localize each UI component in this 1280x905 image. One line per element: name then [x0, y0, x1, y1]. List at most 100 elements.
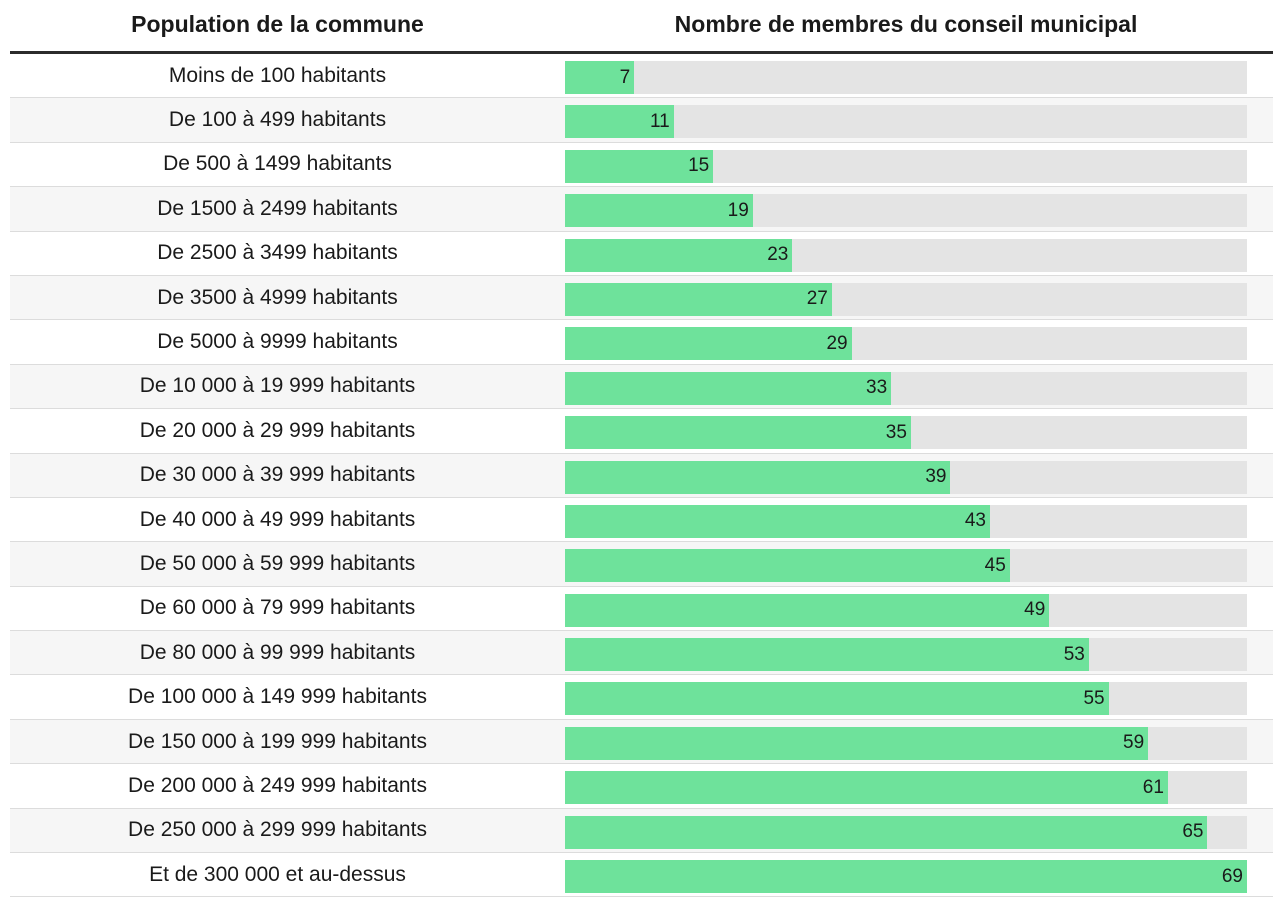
table-row: Et de 300 000 et au-dessus 69 [10, 853, 1273, 898]
population-label: De 10 000 à 19 999 habitants [139, 374, 416, 398]
bar-track: 43 [565, 504, 1247, 538]
bar-track: 19 [565, 194, 1247, 228]
bar: 11 [565, 105, 674, 139]
bar-value-label: 45 [984, 554, 1006, 576]
bar-track: 39 [565, 460, 1247, 494]
population-label: De 100 à 499 habitants [168, 108, 387, 132]
bar-track: 7 [565, 61, 1247, 94]
bar-value-label: 65 [1182, 821, 1204, 843]
table-row: De 30 000 à 39 999 habitants 39 [10, 453, 1273, 498]
population-label: Moins de 100 habitants [168, 63, 387, 87]
bar-track: 49 [565, 593, 1247, 627]
bar: 29 [565, 327, 852, 361]
population-label: De 40 000 à 49 999 habitants [139, 507, 416, 531]
bar-track: 11 [565, 105, 1247, 139]
table-row: Moins de 100 habitants 7 [10, 54, 1273, 99]
table-row: De 250 000 à 299 999 habitants 65 [10, 808, 1273, 854]
bar-value-label: 11 [649, 110, 670, 132]
bar-value-label: 33 [866, 377, 888, 399]
bar: 19 [565, 194, 753, 228]
bar-value-label: 19 [727, 199, 749, 221]
bar-track: 55 [565, 682, 1247, 716]
bar-track: 23 [565, 238, 1247, 272]
population-column-header: Population de la commune [131, 11, 424, 37]
bar-value-label: 55 [1083, 687, 1105, 709]
table-row: De 20 000 à 29 999 habitants 35 [10, 409, 1273, 454]
bar: 59 [565, 726, 1149, 760]
bar: 49 [565, 593, 1050, 627]
population-label: De 2500 à 3499 habitants [157, 241, 398, 265]
population-label: De 200 000 à 249 999 habitants [128, 773, 427, 797]
population-label: De 20 000 à 29 999 habitants [139, 418, 416, 442]
population-label: De 50 000 à 59 999 habitants [139, 551, 416, 575]
table-row: De 2500 à 3499 habitants 23 [10, 231, 1273, 276]
bar: 15 [565, 149, 714, 183]
table-header: Population de la commune Nombre de membr… [10, 0, 1273, 54]
table-row: De 100 à 499 habitants 11 [10, 98, 1273, 143]
bar-track: 15 [565, 149, 1247, 183]
population-label: De 500 à 1499 habitants [163, 152, 392, 176]
bar: 53 [565, 638, 1089, 672]
bar: 27 [565, 282, 832, 316]
bar: 65 [565, 815, 1208, 849]
table-row: De 150 000 à 199 999 habitants 59 [10, 719, 1273, 765]
bar-track: 35 [565, 416, 1247, 450]
bar-value-label: 49 [1024, 599, 1046, 621]
bar: 69 [565, 860, 1247, 894]
bar: 35 [565, 416, 911, 450]
council-members-column-header: Nombre de membres du conseil municipal [674, 11, 1138, 37]
bar-track: 69 [565, 860, 1247, 894]
table-row: De 40 000 à 49 999 habitants 43 [10, 497, 1273, 543]
bar-value-label: 69 [1221, 865, 1243, 887]
bar-track: 59 [565, 726, 1247, 760]
table-row: De 1500 à 2499 habitants 19 [10, 187, 1273, 232]
bar: 61 [565, 771, 1168, 805]
council-table: Population de la commune Nombre de membr… [10, 0, 1273, 898]
table-row: De 3500 à 4999 habitants 27 [10, 275, 1273, 321]
bar: 45 [565, 549, 1010, 583]
population-label: De 80 000 à 99 999 habitants [139, 640, 416, 664]
population-label: De 100 000 à 149 999 habitants [128, 685, 427, 709]
bar-track: 29 [565, 327, 1247, 361]
table-row: De 200 000 à 249 999 habitants 61 [10, 764, 1273, 809]
bar: 33 [565, 371, 892, 405]
bar-value-label: 59 [1123, 732, 1145, 754]
bar: 55 [565, 682, 1109, 716]
population-label: De 1500 à 2499 habitants [157, 196, 398, 220]
bar-value-label: 43 [964, 510, 986, 532]
population-label: De 5000 à 9999 habitants [157, 330, 398, 354]
bar-track: 53 [565, 638, 1247, 672]
bar-value-label: 15 [688, 155, 710, 177]
population-label: Et de 300 000 et au-dessus [149, 862, 406, 886]
population-label: De 3500 à 4999 habitants [157, 285, 398, 309]
bar-value-label: 61 [1142, 776, 1164, 798]
bar: 39 [565, 460, 951, 494]
bar-track: 27 [565, 282, 1247, 316]
bar-value-label: 29 [826, 332, 848, 354]
bar-value-label: 39 [925, 466, 947, 488]
bar: 7 [565, 61, 635, 94]
population-label: De 250 000 à 299 999 habitants [128, 818, 427, 842]
bar-value-label: 53 [1063, 643, 1085, 665]
bar-track: 65 [565, 815, 1247, 849]
table-row: De 500 à 1499 habitants 15 [10, 142, 1273, 188]
bar-value-label: 35 [885, 421, 907, 443]
bar-value-label: 7 [619, 66, 631, 88]
table-row: De 80 000 à 99 999 habitants 53 [10, 631, 1273, 676]
bar: 23 [565, 238, 793, 272]
population-label: De 150 000 à 199 999 habitants [128, 729, 427, 753]
table-row: De 50 000 à 59 999 habitants 45 [10, 542, 1273, 587]
population-label: De 60 000 à 79 999 habitants [139, 596, 416, 620]
bar-track: 33 [565, 371, 1247, 405]
table-row: De 60 000 à 79 999 habitants 49 [10, 586, 1273, 632]
population-label: De 30 000 à 39 999 habitants [139, 463, 416, 487]
bar-value-label: 27 [806, 288, 828, 310]
table-row: De 10 000 à 19 999 habitants 33 [10, 364, 1273, 410]
bar-value-label: 23 [767, 244, 789, 266]
table-row: De 100 000 à 149 999 habitants 55 [10, 675, 1273, 720]
bar-track: 45 [565, 549, 1247, 583]
bar: 43 [565, 504, 990, 538]
table-row: De 5000 à 9999 habitants 29 [10, 320, 1273, 365]
table-body: Moins de 100 habitants 7 De 100 à 499 habi… [10, 54, 1273, 898]
bar-track: 61 [565, 771, 1247, 805]
